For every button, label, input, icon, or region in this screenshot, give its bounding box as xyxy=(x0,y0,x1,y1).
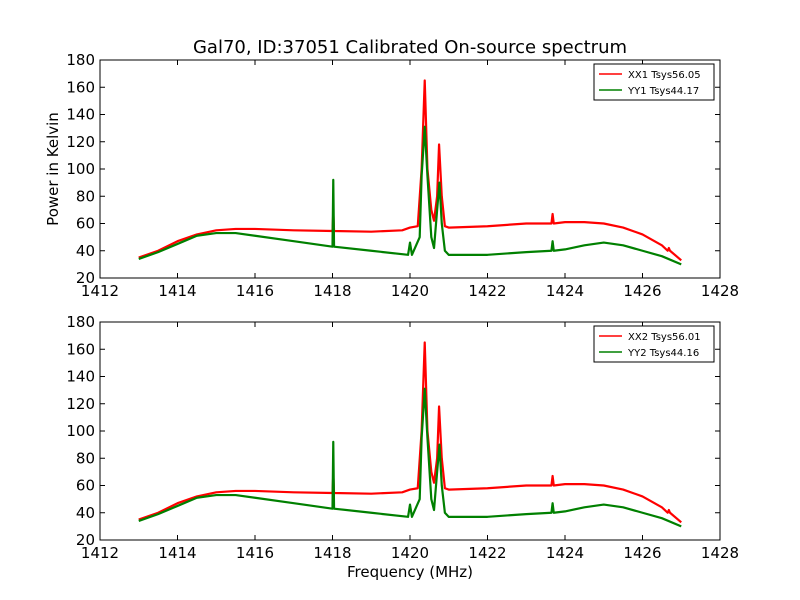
y-tick-label: 80 xyxy=(76,187,95,205)
x-tick-label: 1418 xyxy=(313,544,351,562)
series-line-yy-2 xyxy=(138,387,682,528)
x-axis-label: Frequency (MHz) xyxy=(347,563,473,581)
figure-title: Gal70, ID:37051 Calibrated On-source spe… xyxy=(193,37,627,58)
x-tick-label: 1422 xyxy=(468,544,506,562)
bottom-spectrum-plot: 1412 1414 1416 1418 1420 1422 1424 1426 1428 20 40… xyxy=(66,313,739,581)
x-tick-label: 1428 xyxy=(701,544,739,562)
y-tick-label: 180 xyxy=(66,51,95,69)
y-tick-label: 60 xyxy=(76,215,95,233)
y-axis-label: Power in Kelvin xyxy=(44,112,62,226)
series-line-yy-1 xyxy=(138,125,682,266)
y-tick-label: 40 xyxy=(76,504,95,522)
legend-label: XX1 Tsys56.05 xyxy=(628,70,701,81)
y-tick-label: 160 xyxy=(66,78,95,96)
x-tick-label: 1426 xyxy=(623,544,661,562)
x-tick-label: 1420 xyxy=(391,544,429,562)
y-tick-label: 160 xyxy=(66,340,95,358)
legend: XX2 Tsys56.01 YY2 Tsys44.16 xyxy=(593,325,715,363)
x-tick-label: 1424 xyxy=(546,544,584,562)
y-tick-label: 120 xyxy=(66,133,95,151)
legend-label: YY2 Tsys44.16 xyxy=(627,348,699,359)
series-line-xx-2 xyxy=(138,341,682,524)
y-tick-label: 140 xyxy=(66,368,95,386)
y-tick-label: 60 xyxy=(76,477,95,495)
y-tick-label: 20 xyxy=(76,531,95,549)
x-tick-label: 1414 xyxy=(158,544,196,562)
x-tick-label: 1424 xyxy=(546,282,584,300)
y-tick-label: 120 xyxy=(66,395,95,413)
y-tick-label: 80 xyxy=(76,449,95,467)
legend-box xyxy=(593,325,715,363)
y-tick-label: 40 xyxy=(76,242,95,260)
legend: XX1 Tsys56.05 YY1 Tsys44.17 xyxy=(593,63,715,101)
x-tick-label: 1422 xyxy=(468,282,506,300)
y-tick-label: 100 xyxy=(66,422,95,440)
x-tick-label: 1416 xyxy=(236,282,274,300)
x-tick-label: 1418 xyxy=(313,282,351,300)
y-tick-label: 20 xyxy=(76,269,95,287)
x-tick-label: 1416 xyxy=(236,544,274,562)
x-tick-label: 1420 xyxy=(391,282,429,300)
x-tick-label: 1412 xyxy=(81,544,119,562)
x-tick-label: 1412 xyxy=(81,282,119,300)
series-line-xx-1 xyxy=(138,79,682,262)
legend-label: YY1 Tsys44.17 xyxy=(627,86,699,97)
x-tick-label: 1426 xyxy=(623,282,661,300)
y-tick-label: 100 xyxy=(66,160,95,178)
y-tick-label: 180 xyxy=(66,313,95,331)
legend-label: XX2 Tsys56.01 xyxy=(628,332,701,343)
x-tick-label: 1414 xyxy=(158,282,196,300)
top-spectrum-plot: 1412 1414 1416 1418 1420 1422 1424 1426 1428 20 40… xyxy=(44,51,739,300)
legend-box xyxy=(593,63,715,101)
x-tick-label: 1428 xyxy=(701,282,739,300)
y-tick-label: 140 xyxy=(66,106,95,124)
